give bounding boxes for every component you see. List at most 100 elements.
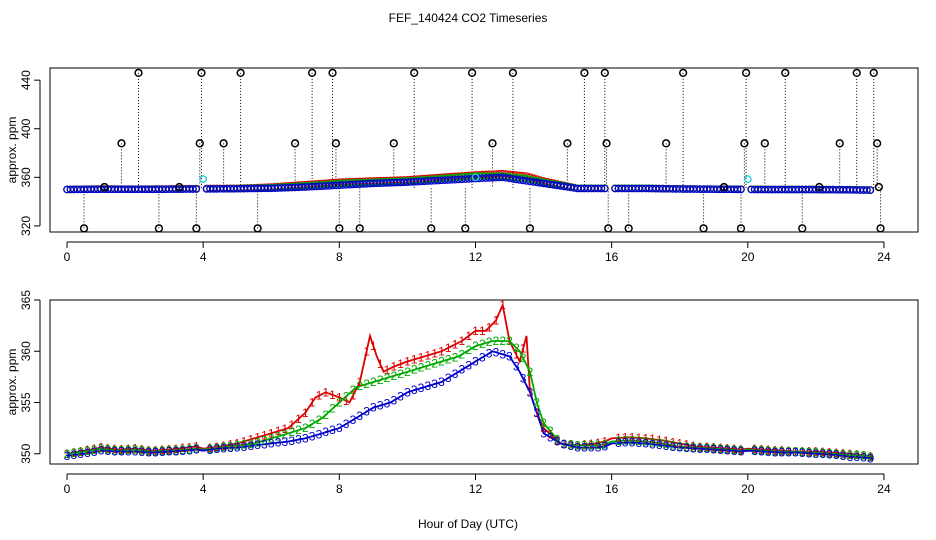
series-3-marker: 3 bbox=[70, 448, 77, 462]
series-3-line bbox=[66, 350, 874, 460]
series-3-marker: 3 bbox=[595, 440, 602, 454]
series-3-marker: 3 bbox=[241, 440, 248, 454]
series-3-marker: 3 bbox=[77, 447, 84, 461]
series-2-marker: 2 bbox=[663, 437, 670, 451]
series-3-marker: 3 bbox=[390, 393, 397, 407]
series-3-point bbox=[189, 185, 197, 193]
series-1-marker: 1 bbox=[404, 355, 411, 369]
top-x-tick-label: 16 bbox=[605, 250, 619, 264]
series-3-marker: 3 bbox=[778, 446, 785, 460]
outlier-point bbox=[154, 224, 164, 233]
series-2-marker: 2 bbox=[166, 444, 173, 458]
series-1-marker: 1 bbox=[282, 422, 289, 436]
series-2-marker: 2 bbox=[186, 442, 193, 456]
series-1-marker: 1 bbox=[867, 449, 874, 463]
series-3-marker: 3 bbox=[316, 427, 323, 441]
outlier-point bbox=[195, 139, 204, 148]
series-1-marker: 1 bbox=[268, 426, 275, 440]
series-1-marker: 1 bbox=[731, 442, 738, 456]
series-2-marker: 2 bbox=[234, 439, 241, 453]
series-1-line bbox=[66, 302, 874, 458]
series-1-marker: 1 bbox=[683, 438, 690, 452]
series-3-marker: 3 bbox=[234, 441, 241, 455]
outlier-point bbox=[389, 139, 398, 148]
series-2-marker: 2 bbox=[670, 438, 677, 452]
bottom-x-tick-label: 16 bbox=[605, 482, 619, 496]
series-2-marker: 2 bbox=[540, 416, 547, 430]
outlier-point bbox=[741, 68, 751, 78]
series-3-marker: 3 bbox=[356, 409, 363, 423]
series-1-marker: 1 bbox=[370, 339, 377, 353]
series-2-marker: 2 bbox=[567, 438, 574, 452]
series-3-marker: 3 bbox=[370, 401, 377, 415]
series-3-marker: 3 bbox=[819, 447, 826, 461]
series-3-marker: 3 bbox=[717, 443, 724, 457]
series-2-marker: 2 bbox=[778, 445, 785, 459]
series-2-marker: 2 bbox=[295, 423, 302, 437]
series-3-marker: 3 bbox=[670, 440, 677, 454]
bottom-x-tick-label: 24 bbox=[877, 482, 891, 496]
series-2-marker: 2 bbox=[132, 443, 139, 457]
series-2-marker: 2 bbox=[826, 447, 833, 461]
series-1-marker: 1 bbox=[350, 389, 357, 403]
series-1-marker: 1 bbox=[91, 442, 98, 456]
outlier-point bbox=[600, 68, 609, 78]
series-1-marker: 1 bbox=[118, 442, 125, 456]
outlier-point bbox=[236, 68, 245, 78]
outlier-point bbox=[874, 182, 884, 192]
series-1-marker: 1 bbox=[356, 375, 363, 389]
series-1-marker: 1 bbox=[697, 440, 704, 454]
series-2-marker: 2 bbox=[636, 434, 643, 448]
top-x-tick-label: 20 bbox=[741, 250, 755, 264]
outlier-point bbox=[100, 182, 109, 192]
series-1-marker: 1 bbox=[595, 436, 602, 450]
series-2-marker: 2 bbox=[98, 442, 105, 456]
series-3-marker: 3 bbox=[683, 441, 690, 455]
series-2-marker: 2 bbox=[254, 435, 261, 449]
series-1-marker: 1 bbox=[540, 421, 547, 435]
top-y-axis-label: approx. ppm bbox=[5, 117, 19, 184]
top-x-tick-label: 12 bbox=[469, 250, 483, 264]
series-1-marker: 1 bbox=[751, 442, 758, 456]
series-1-marker: 1 bbox=[295, 412, 302, 426]
top-panel: 0 4 8 12 16 20 24 320 360 400 440 approx. ppm bbox=[5, 67, 919, 264]
series-3-marker: 3 bbox=[329, 423, 336, 437]
series-3-marker: 3 bbox=[98, 444, 105, 458]
series-2-marker: 2 bbox=[343, 389, 350, 403]
series-3-marker: 3 bbox=[547, 430, 554, 444]
series-2-marker: 2 bbox=[527, 365, 534, 379]
series-3-marker: 3 bbox=[275, 436, 282, 450]
series-1-marker: 1 bbox=[636, 431, 643, 445]
series-3-marker: 3 bbox=[574, 441, 581, 455]
series-1-marker: 1 bbox=[152, 443, 159, 457]
series-1-marker: 1 bbox=[316, 389, 323, 403]
bottom-x-tick-label: 12 bbox=[469, 482, 483, 496]
top-y-tick-label: 320 bbox=[19, 216, 33, 236]
outlier-point bbox=[740, 139, 749, 148]
outlier-point bbox=[604, 224, 613, 233]
series-3-marker: 3 bbox=[615, 436, 622, 450]
series-3-point bbox=[601, 184, 609, 193]
outlier-point bbox=[602, 139, 611, 148]
series-3-marker: 3 bbox=[710, 443, 717, 457]
series-3-marker: 3 bbox=[459, 363, 466, 377]
series-3-point bbox=[866, 186, 875, 194]
series-1-marker: 1 bbox=[459, 334, 466, 348]
outlier-point bbox=[197, 68, 206, 78]
series-2-marker: 2 bbox=[241, 438, 248, 452]
outlier-point bbox=[117, 139, 126, 148]
series-2-marker: 2 bbox=[833, 447, 840, 461]
series-3-marker: 3 bbox=[642, 437, 649, 451]
series-1-marker: 1 bbox=[772, 443, 779, 457]
series-2-marker: 2 bbox=[193, 442, 200, 456]
series-2-marker: 2 bbox=[302, 421, 309, 435]
series-2-marker: 2 bbox=[574, 439, 581, 453]
outlier-point bbox=[253, 224, 262, 233]
series-3-marker: 3 bbox=[486, 346, 493, 360]
outlier-point bbox=[175, 182, 184, 192]
series-2-marker: 2 bbox=[853, 448, 860, 462]
series-2-marker: 2 bbox=[445, 352, 452, 366]
series-1-marker: 1 bbox=[622, 431, 629, 445]
series-2-marker: 2 bbox=[118, 443, 125, 457]
